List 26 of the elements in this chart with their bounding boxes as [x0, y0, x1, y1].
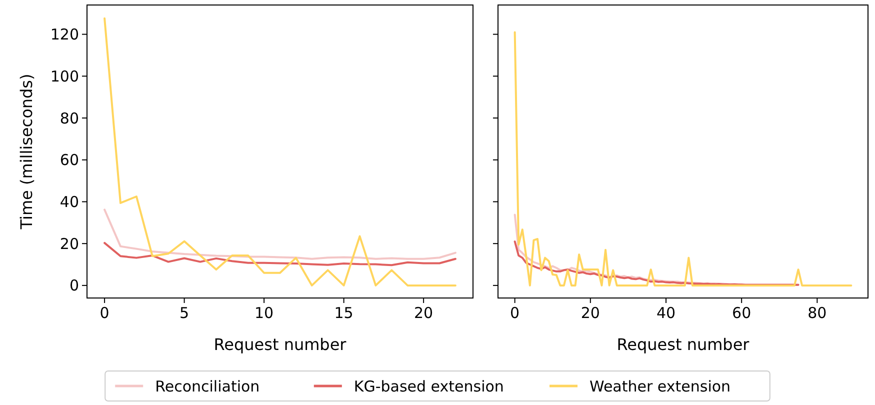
x-tick-label: 80 [808, 304, 827, 322]
line-series [104, 17, 456, 286]
y-tick-label: 100 [50, 67, 79, 86]
x-tick-label: 20 [414, 304, 434, 322]
legend-label: KG-based extension [354, 377, 504, 396]
y-tick-label: 20 [60, 234, 79, 253]
y-tick-label: 60 [60, 151, 79, 170]
legend-label: Weather extension [590, 377, 731, 396]
x-tick-label: 60 [732, 304, 752, 322]
x-tick-label: 20 [580, 304, 600, 322]
line-series [104, 208, 456, 260]
x-axis-title: Request number [616, 335, 750, 354]
y-tick-label: 40 [60, 192, 79, 211]
y-axis-title: Time (milliseconds) [17, 74, 36, 230]
line-series [104, 242, 456, 266]
x-axis-title: Request number [214, 335, 347, 354]
x-tick-label: 0 [510, 304, 520, 322]
legend-label: Reconciliation [155, 377, 260, 396]
x-tick-label: 0 [100, 304, 110, 322]
y-tick-label: 0 [69, 276, 79, 295]
x-tick-label: 40 [656, 304, 676, 322]
y-tick-label: 80 [60, 109, 79, 128]
y-tick-label: 120 [50, 26, 79, 44]
x-tick-label: 5 [180, 304, 190, 322]
x-tick-label: 10 [254, 304, 274, 322]
x-tick-label: 15 [334, 304, 354, 322]
